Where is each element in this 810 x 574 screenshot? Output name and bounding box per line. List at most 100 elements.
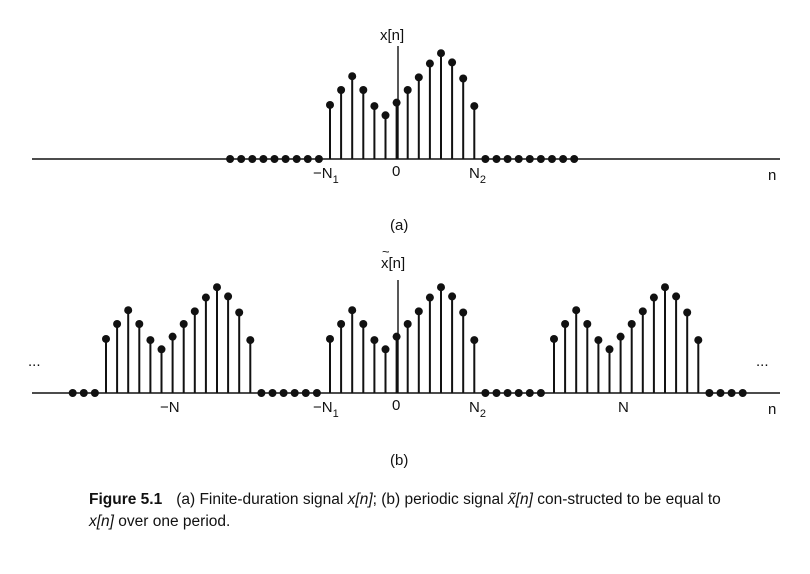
zero-sample-b-gap2-4 (525, 389, 534, 397)
tick-label-neg-n1-b: −N1 (313, 399, 339, 420)
caption-symbol-x-tilde-n: x̃[n] (507, 491, 533, 508)
zero-sample-b-gap1-4 (301, 389, 310, 397)
sample-b-p2-2-dot (572, 306, 581, 315)
zero-sample-a-right-0 (481, 155, 490, 163)
zero-samples-b (68, 389, 747, 397)
stems-b (102, 283, 703, 393)
neg-n1-text-b: −N (313, 399, 333, 416)
sample-b-p0-10-dot (213, 283, 221, 292)
sample-b-p1-1-dot (337, 320, 346, 328)
n2-text: N (469, 165, 480, 182)
sample-b-p2-8-dot (638, 307, 647, 316)
sample-b-p2-11-dot (672, 292, 681, 301)
sample-a-11-dot (448, 58, 457, 67)
zero-sample-a-right-3 (514, 155, 523, 163)
sample-b-p2-6-dot (616, 332, 625, 341)
zero-sample-b-left-2 (79, 389, 88, 397)
zero-sample-a-left-7 (248, 155, 257, 163)
zero-sample-a-right-8 (570, 155, 579, 163)
caption-symbol-x-n: x[n] (347, 491, 373, 508)
zero-sample-b-left-3 (68, 389, 77, 397)
neg-n1-text: −N (313, 165, 333, 182)
tick-label-n2-b: N2 (469, 399, 486, 420)
sample-b-p1-6-dot (392, 332, 401, 341)
sample-a-0-dot (326, 100, 334, 109)
zero-sample-a-right-5 (536, 155, 545, 163)
zero-sample-b-gap2-3 (514, 389, 523, 397)
sample-b-p1-11-dot (448, 292, 457, 301)
sample-b-p2-0-dot (550, 334, 558, 343)
panel-b-stem-plot: x[n] ~ ... ... −N −N1 0 N2 N n (b) (28, 244, 780, 469)
sample-b-p1-0-dot (326, 334, 334, 343)
ylabel-x-text: x[n] (381, 255, 405, 272)
sample-a-12-dot (459, 74, 468, 83)
sample-b-p1-12-dot (459, 308, 468, 317)
sample-b-p1-3-dot (359, 320, 368, 328)
sample-b-p1-8-dot (414, 307, 423, 316)
panel-label-b: (b) (390, 452, 408, 469)
zero-sample-a-left-4 (281, 155, 290, 163)
figure-label: Figure 5.1 (89, 491, 163, 508)
sample-b-p0-5-dot (157, 345, 166, 354)
sample-b-p0-4-dot (146, 336, 155, 345)
zero-sample-a-left-8 (237, 155, 246, 163)
n2-subscript-b: 2 (480, 408, 486, 420)
sample-a-1-dot (337, 86, 346, 94)
sample-b-p0-2-dot (124, 306, 133, 315)
ellipsis-right: ... (756, 353, 769, 370)
zero-samples-a (226, 155, 579, 163)
stems-a (326, 49, 479, 159)
zero-sample-a-right-6 (548, 155, 556, 163)
sample-b-p0-1-dot (113, 320, 122, 328)
zero-sample-b-gap2-0 (481, 389, 490, 397)
zero-sample-a-left-6 (259, 155, 268, 163)
figure-caption: Figure 5.1 (a) Finite-duration signal x[n… (89, 489, 749, 533)
n1-subscript: 1 (333, 174, 339, 186)
n2-subscript: 2 (480, 174, 486, 186)
panel-a-stem-plot: x[n] −N1 0 N2 n (a) (32, 27, 780, 234)
sample-a-6-dot (392, 98, 401, 107)
zero-sample-a-right-4 (525, 155, 534, 163)
ellipsis-left: ... (28, 353, 41, 370)
zero-sample-a-right-7 (559, 155, 568, 163)
zero-sample-b-gap2-1 (492, 389, 501, 397)
zero-sample-b-right-0 (705, 389, 714, 397)
sample-b-p2-10-dot (661, 283, 669, 292)
caption-part-4: over one period. (113, 513, 231, 530)
sample-b-p2-1-dot (561, 320, 570, 328)
sample-b-p1-7-dot (403, 320, 412, 328)
zero-sample-a-right-1 (492, 155, 501, 163)
sample-a-9-dot (425, 59, 434, 68)
zero-sample-b-gap1-2 (279, 389, 288, 397)
caption-part-2: ; (b) periodic signal (372, 491, 508, 508)
sample-b-p0-13-dot (246, 336, 255, 345)
tick-label-n: N (618, 399, 629, 416)
zero-sample-a-left-5 (270, 155, 279, 163)
sample-b-p2-7-dot (627, 320, 636, 328)
sample-b-p0-12-dot (235, 308, 244, 317)
panel-label-a: (a) (390, 217, 408, 234)
sample-b-p2-12-dot (683, 308, 692, 317)
zero-sample-a-left-2 (303, 155, 312, 163)
ylabel-x-tilde-n: x[n] (381, 255, 405, 272)
sample-b-p0-9-dot (201, 293, 210, 302)
zero-sample-a-left-3 (292, 155, 301, 163)
xlabel-n-b: n (768, 401, 776, 418)
tick-label-neg-n: −N (160, 399, 180, 416)
ylabel-x-n: x[n] (380, 27, 404, 44)
sample-b-p1-2-dot (348, 306, 357, 315)
sample-b-p1-10-dot (437, 283, 445, 292)
zero-sample-b-gap2-5 (536, 389, 545, 397)
zero-sample-b-gap1-5 (312, 389, 321, 397)
caption-part-3: con-structed to be equal to (532, 491, 721, 508)
n2-text-b: N (469, 399, 480, 416)
zero-sample-a-left-9 (226, 155, 235, 163)
tilde-mark: ~ (382, 244, 390, 259)
sample-b-p2-4-dot (594, 336, 603, 345)
sample-a-2-dot (348, 72, 357, 81)
zero-sample-a-right-2 (503, 155, 512, 163)
zero-sample-a-left-1 (314, 155, 323, 163)
zero-sample-b-gap1-1 (268, 389, 277, 397)
sample-a-7-dot (403, 86, 412, 94)
